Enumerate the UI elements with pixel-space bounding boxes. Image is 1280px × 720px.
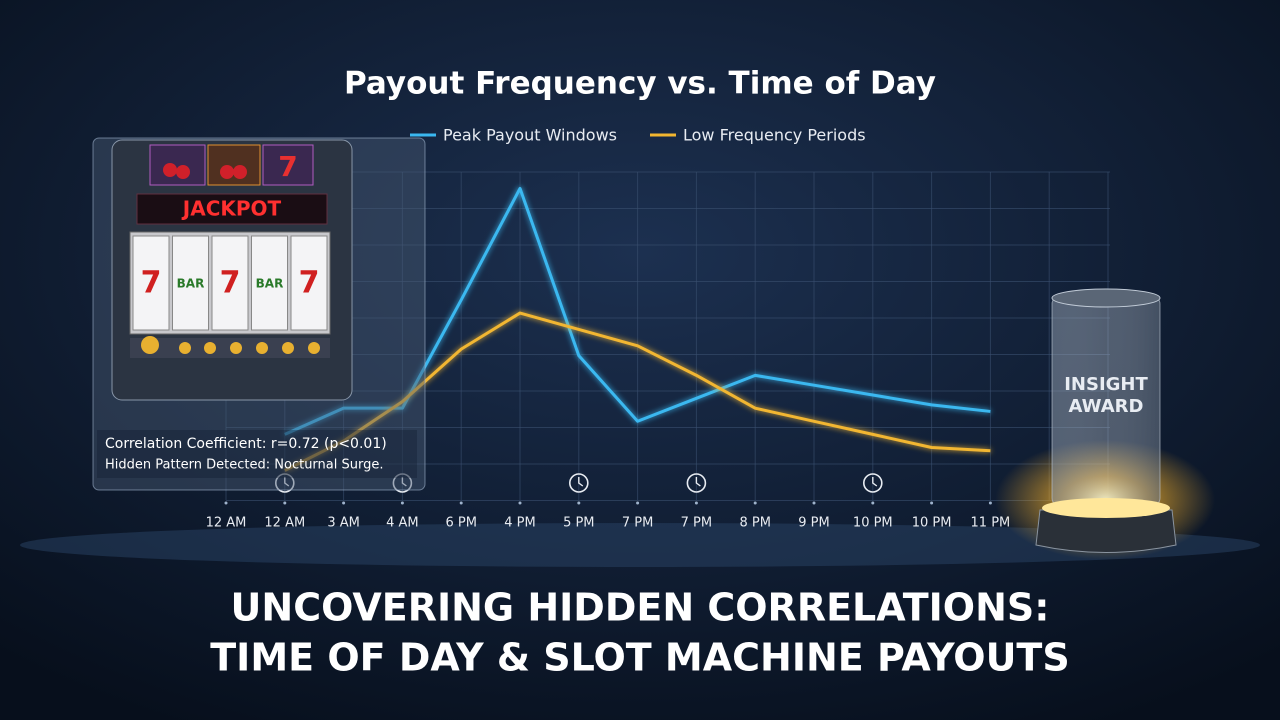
top-symbol: [262, 144, 314, 186]
legend-label: Low Frequency Periods: [683, 126, 866, 145]
series-line: [284, 186, 991, 436]
clock-icon: [686, 473, 707, 493]
annotation: Hidden Pattern Detected: Nocturnal Surge…: [105, 458, 384, 473]
cherry: [163, 163, 177, 177]
award: INSIGHT AWARD: [995, 288, 1215, 560]
x-tick-dot: [636, 501, 640, 505]
reels: 7 BAR 7 BAR 7: [132, 235, 328, 331]
clock-hands: [401, 477, 407, 487]
button: [282, 342, 294, 354]
x-tick-label: 10 PM: [912, 516, 952, 531]
clock-icon: [274, 473, 295, 493]
award-text: AWARD: [1069, 396, 1144, 417]
x-tick-label: 4 AM: [386, 516, 419, 531]
x-tick-dot: [753, 501, 757, 505]
award-top: [1051, 288, 1161, 308]
reel-symbol: BAR: [177, 277, 205, 291]
x-tick-label: 5 PM: [563, 516, 594, 531]
x-tick-label: 11 PM: [971, 516, 1011, 531]
chart-title: Payout Frequency vs. Time of Day: [344, 66, 936, 102]
x-tick-dot: [283, 501, 287, 505]
x-tick-label: 8 PM: [739, 516, 770, 531]
cherry: [233, 165, 247, 179]
x-tick-label: 9 PM: [798, 516, 829, 531]
annotation-box: [97, 430, 417, 478]
button: [256, 342, 268, 354]
cherry: [176, 165, 190, 179]
award-light: [1042, 498, 1170, 518]
x-tick-label: 10 PM: [853, 516, 893, 531]
clock-hands: [284, 477, 290, 487]
award-base: [1035, 509, 1177, 553]
x-tick-dot: [871, 501, 875, 505]
clock-hands: [695, 477, 701, 487]
button: [204, 342, 216, 354]
legend: Peak Payout Windows Low Frequency Periods: [410, 126, 866, 145]
clock-icon: [392, 473, 413, 493]
x-tick-label: 7 PM: [622, 516, 653, 531]
jackpot-sign: [136, 193, 328, 225]
reel-symbol: 7: [141, 266, 162, 301]
x-tick-dot: [400, 501, 404, 505]
cherry: [220, 165, 234, 179]
clock-hands: [872, 477, 878, 487]
top-symbol: [207, 144, 261, 186]
x-tick-label: 12 AM: [206, 516, 247, 531]
slot-panel: 7 JACKPOT 7 BAR 7 BAR 7 Correlation Coeffici…: [92, 137, 426, 491]
x-tick-dot: [518, 501, 522, 505]
x-tick-label: 7 PM: [681, 516, 712, 531]
reel: [132, 235, 170, 331]
x-tick-label: 12 AM: [264, 516, 305, 531]
series-line: [284, 311, 991, 472]
clock-hands: [578, 477, 584, 487]
x-tick-label: 3 AM: [327, 516, 360, 531]
button: [230, 342, 242, 354]
x-tick-dot: [224, 501, 228, 505]
clock-icon: [568, 473, 589, 493]
x-tick-dot: [342, 501, 346, 505]
top-seven: 7: [278, 150, 297, 183]
legend-label: Peak Payout Windows: [443, 126, 617, 145]
reel-symbol: 7: [299, 266, 320, 301]
floor-glow: [20, 523, 1260, 567]
reel-symbol: 7: [220, 266, 241, 301]
clock-icon: [862, 473, 883, 493]
button: [179, 342, 191, 354]
reel: [251, 235, 288, 331]
reel-symbol: BAR: [256, 277, 284, 291]
x-tick-dot: [459, 501, 463, 505]
reel: [211, 235, 249, 331]
x-tick-label: 6 PM: [445, 516, 476, 531]
x-tick-dot: [930, 501, 934, 505]
x-tick-dot: [577, 501, 581, 505]
reel: [290, 235, 328, 331]
x-tick-dot: [694, 501, 698, 505]
x-tick-dot: [812, 501, 816, 505]
headline: TIME OF DAY & SLOT MACHINE PAYOUTS: [210, 636, 1069, 680]
x-tick-label: 4 PM: [504, 516, 535, 531]
top-symbol: [149, 144, 206, 186]
reel: [172, 235, 209, 331]
button: [141, 336, 159, 354]
button: [308, 342, 320, 354]
x-tick-dot: [988, 501, 992, 505]
jackpot-label: JACKPOT: [181, 197, 282, 221]
headline: UNCOVERING HIDDEN CORRELATIONS:: [231, 586, 1050, 630]
award-text: INSIGHT: [1064, 374, 1148, 395]
lines: [284, 186, 991, 472]
annotation: Correlation Coefficient: r=0.72 (p<0.01): [105, 436, 387, 452]
